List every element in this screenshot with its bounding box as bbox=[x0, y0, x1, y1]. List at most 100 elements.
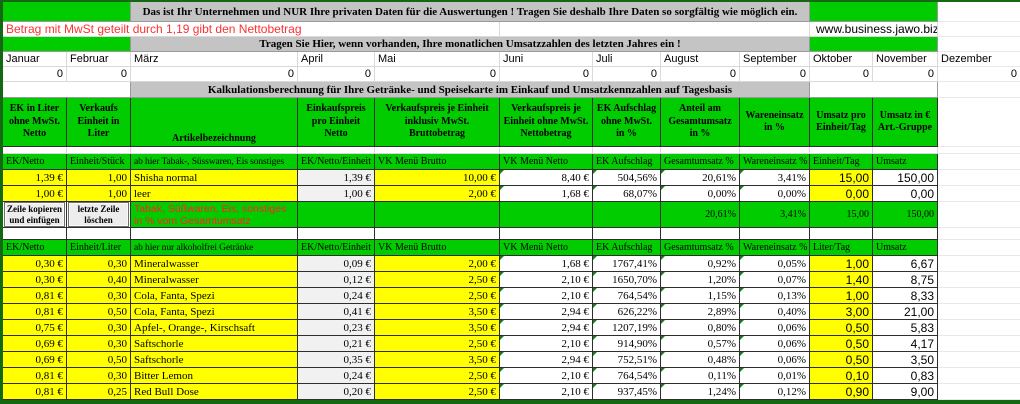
month-value-cell[interactable]: 0 bbox=[67, 67, 131, 82]
col-vk-brutto[interactable]: 2,50 € bbox=[375, 368, 500, 384]
month-value-cell[interactable]: 0 bbox=[3, 67, 67, 82]
month-value-cell[interactable]: 0 bbox=[593, 67, 661, 82]
empty-cell bbox=[3, 82, 131, 98]
col-ek-liter[interactable]: 1,39 € bbox=[3, 170, 67, 186]
col-ek-liter[interactable]: 0,81 € bbox=[3, 368, 67, 384]
copy-row-button[interactable]: Zeile kopieren und einfügen bbox=[4, 202, 65, 227]
column-header: Artikelbezeichnung bbox=[131, 98, 298, 147]
col-einheit[interactable]: 0,40 bbox=[67, 272, 131, 288]
month-value-cell[interactable]: 0 bbox=[661, 67, 740, 82]
col-einheit-tag[interactable]: 15,00 bbox=[810, 170, 873, 186]
tabak-summary-row: Zeile kopieren und einfügen letzte Zeile… bbox=[3, 202, 1020, 228]
month-value-cell[interactable]: 0 bbox=[873, 67, 938, 82]
month-value-cell[interactable]: 0 bbox=[740, 67, 810, 82]
empty-cell bbox=[938, 272, 1020, 288]
empty-cell bbox=[131, 228, 298, 240]
col-liter-tag[interactable]: 0,10 bbox=[810, 368, 873, 384]
section1-subheader-row: EK/Netto Einheit/Stück ab hier Tabak-, S… bbox=[3, 154, 1020, 170]
month-value-cell[interactable]: 0 bbox=[500, 67, 593, 82]
delete-last-row-button[interactable]: letzte Zeile löschen bbox=[68, 202, 129, 227]
column-header: EK Aufschlag ohne MwSt. in % bbox=[593, 98, 661, 147]
col-artikel[interactable]: Shisha normal bbox=[131, 170, 298, 186]
month-label: Oktober bbox=[810, 52, 873, 67]
col-vk-netto: 2,94 € bbox=[500, 320, 593, 336]
col-artikel[interactable]: leer bbox=[131, 186, 298, 202]
col-vk-brutto[interactable]: 2,50 € bbox=[375, 288, 500, 304]
col-einheit[interactable]: 0,30 bbox=[67, 256, 131, 272]
col-gesamtumsatz: 0,00% bbox=[661, 186, 740, 202]
col-vk-brutto[interactable]: 3,50 € bbox=[375, 320, 500, 336]
col-artikel[interactable]: Saftschorle bbox=[131, 352, 298, 368]
month-value-cell[interactable]: 0 bbox=[131, 67, 298, 82]
col-einheit[interactable]: 0,30 bbox=[67, 320, 131, 336]
col-einheit[interactable]: 0,30 bbox=[67, 336, 131, 352]
col-artikel[interactable]: Red Bull Dose bbox=[131, 384, 298, 400]
month-value-cell[interactable]: 0 bbox=[298, 67, 375, 82]
column-header: Verkaufspreis je Einheit inklusiv MwSt. … bbox=[375, 98, 500, 147]
month-value-cell[interactable]: 0 bbox=[375, 67, 500, 82]
month-label: Januar bbox=[3, 52, 67, 67]
col-ek-einheit: 0,41 € bbox=[298, 304, 375, 320]
col-liter-tag[interactable]: 0,50 bbox=[810, 352, 873, 368]
col-artikel[interactable]: Mineralwasser bbox=[131, 256, 298, 272]
col-wareneinsatz: 0,00% bbox=[740, 186, 810, 202]
article-row: 0,81 € 0,30 Cola, Fanta, Spezi 0,24 € 2,… bbox=[3, 288, 1020, 304]
col-artikel[interactable]: Apfel-, Orange-, Kirschsaft bbox=[131, 320, 298, 336]
col-artikel[interactable]: Saftschorle bbox=[131, 336, 298, 352]
empty-cell bbox=[938, 186, 1020, 202]
col-vk-brutto[interactable]: 10,00 € bbox=[375, 170, 500, 186]
col-vk-brutto[interactable]: 3,50 € bbox=[375, 304, 500, 320]
col-vk-brutto[interactable]: 2,00 € bbox=[375, 186, 500, 202]
col-ek-liter[interactable]: 0,81 € bbox=[3, 288, 67, 304]
col-ek-liter[interactable]: 0,75 € bbox=[3, 320, 67, 336]
section-subheader: EK/Netto bbox=[3, 240, 67, 256]
col-vk-brutto[interactable]: 2,50 € bbox=[375, 384, 500, 400]
col-einheit[interactable]: 0,25 bbox=[67, 384, 131, 400]
col-liter-tag[interactable]: 0,50 bbox=[810, 336, 873, 352]
table-header-row: EK in Liter ohne MwSt. Netto Verkaufs Ei… bbox=[3, 98, 1020, 147]
col-liter-tag[interactable]: 3,00 bbox=[810, 304, 873, 320]
tabak-einheit-tag: 15,00 bbox=[810, 202, 873, 228]
col-ek-liter[interactable]: 0,69 € bbox=[3, 336, 67, 352]
col-liter-tag[interactable]: 0,50 bbox=[810, 320, 873, 336]
col-artikel[interactable]: Cola, Fanta, Spezi bbox=[131, 288, 298, 304]
col-ek-liter[interactable]: 0,69 € bbox=[3, 352, 67, 368]
tabak-wareneinsatz: 3,41% bbox=[740, 202, 810, 228]
col-artikel[interactable]: Bitter Lemon bbox=[131, 368, 298, 384]
col-ek-einheit: 0,35 € bbox=[298, 352, 375, 368]
col-gesamtumsatz: 0,92% bbox=[661, 256, 740, 272]
empty-cell bbox=[938, 304, 1020, 320]
col-liter-tag[interactable]: 1,40 bbox=[810, 272, 873, 288]
col-ek-liter[interactable]: 0,30 € bbox=[3, 272, 67, 288]
col-ek-liter[interactable]: 0,81 € bbox=[3, 384, 67, 400]
month-value-cell[interactable]: 0 bbox=[938, 67, 1020, 82]
col-liter-tag[interactable]: 1,00 bbox=[810, 256, 873, 272]
col-artikel[interactable]: Cola, Fanta, Spezi bbox=[131, 304, 298, 320]
col-gesamtumsatz: 0,11% bbox=[661, 368, 740, 384]
col-einheit[interactable]: 0,50 bbox=[67, 352, 131, 368]
col-einheit[interactable]: 0,50 bbox=[67, 304, 131, 320]
col-vk-brutto[interactable]: 3,50 € bbox=[375, 352, 500, 368]
col-ek-liter[interactable]: 0,81 € bbox=[3, 304, 67, 320]
month-value-cell[interactable]: 0 bbox=[810, 67, 873, 82]
col-ek-einheit: 0,20 € bbox=[298, 384, 375, 400]
col-einheit-tag[interactable]: 0,00 bbox=[810, 186, 873, 202]
website-link[interactable]: www.business.jawo.biz/ bbox=[810, 22, 938, 37]
col-ek-liter[interactable]: 1,00 € bbox=[3, 186, 67, 202]
col-vk-brutto[interactable]: 2,50 € bbox=[375, 336, 500, 352]
col-einheit[interactable]: 1,00 bbox=[67, 186, 131, 202]
col-ek-liter[interactable]: 0,30 € bbox=[3, 256, 67, 272]
col-artikel[interactable]: Mineralwasser bbox=[131, 272, 298, 288]
col-ek-aufschlag: 504,56% bbox=[593, 170, 661, 186]
col-einheit[interactable]: 0,30 bbox=[67, 368, 131, 384]
empty-cell bbox=[873, 147, 938, 154]
col-vk-netto: 2,10 € bbox=[500, 288, 593, 304]
empty-cell bbox=[131, 147, 298, 154]
col-einheit[interactable]: 0,30 bbox=[67, 288, 131, 304]
col-liter-tag[interactable]: 1,00 bbox=[810, 288, 873, 304]
col-vk-brutto[interactable]: 2,00 € bbox=[375, 256, 500, 272]
col-einheit[interactable]: 1,00 bbox=[67, 170, 131, 186]
col-vk-brutto[interactable]: 2,50 € bbox=[375, 272, 500, 288]
tabak-summary-label: Tabak, Süßwaren, Eis, sonstiges in % vom… bbox=[131, 202, 298, 228]
col-liter-tag[interactable]: 0,90 bbox=[810, 384, 873, 400]
